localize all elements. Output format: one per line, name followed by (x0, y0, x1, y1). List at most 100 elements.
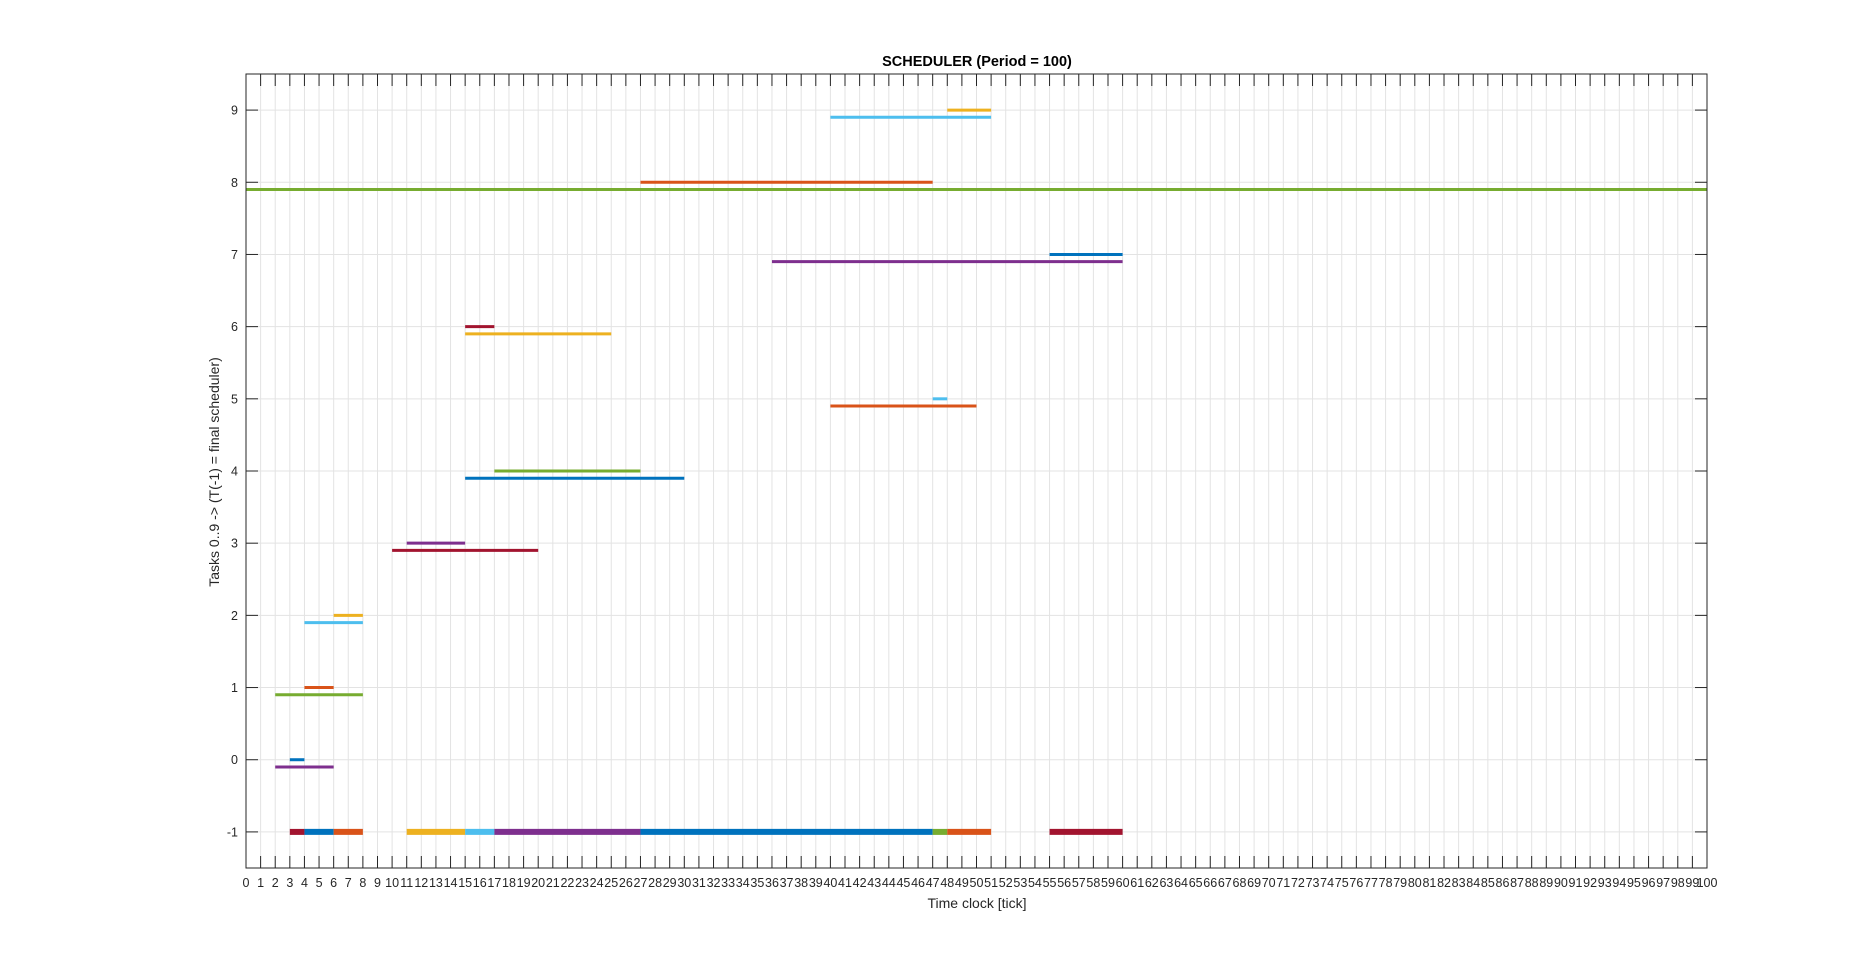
x-tick-label: 25 (604, 876, 618, 890)
x-tick-label: 6 (330, 876, 337, 890)
x-tick-label: 51 (984, 876, 998, 890)
x-tick-label: 45 (896, 876, 910, 890)
x-tick-label: 88 (1525, 876, 1539, 890)
x-tick-label: 80 (1408, 876, 1422, 890)
x-tick-label: 92 (1583, 876, 1597, 890)
x-tick-label: 87 (1510, 876, 1524, 890)
x-tick-label: 47 (926, 876, 940, 890)
x-tick-label: 19 (517, 876, 531, 890)
x-tick-label: 89 (1539, 876, 1553, 890)
x-tick-label: 17 (487, 876, 501, 890)
x-tick-label: 91 (1569, 876, 1583, 890)
x-tick-labels: 0 1 2 3 4 5 6 7 8 9 10 11 12 13 14 15 16 17 18 19 20 21 22 23 24… (243, 876, 1718, 890)
y-tick-label: 1 (231, 681, 238, 695)
x-tick-label: 37 (780, 876, 794, 890)
x-tick-label: 40 (823, 876, 837, 890)
y-tick-labels: -1 0 1 2 3 4 5 6 7 8 9 (227, 104, 238, 840)
x-tick-label: 35 (750, 876, 764, 890)
x-tick-label: 26 (619, 876, 633, 890)
x-tick-label: 36 (765, 876, 779, 890)
x-tick-label: 41 (838, 876, 852, 890)
x-tick-label: 82 (1437, 876, 1451, 890)
x-tick-label: 69 (1247, 876, 1261, 890)
x-tick-label: 1 (257, 876, 264, 890)
x-tick-label: 8 (359, 876, 366, 890)
x-tick-label: 75 (1335, 876, 1349, 890)
y-tick-label: -1 (227, 825, 238, 839)
x-tick-label: 16 (473, 876, 487, 890)
x-tick-label: 11 (400, 876, 413, 890)
y-tick-label: 4 (231, 465, 238, 479)
x-tick-label: 60 (1116, 876, 1130, 890)
x-tick-label: 23 (575, 876, 589, 890)
x-tick-label: 76 (1349, 876, 1363, 890)
x-tick-label: 46 (911, 876, 925, 890)
x-tick-label: 95 (1627, 876, 1641, 890)
chart-title: SCHEDULER (Period = 100) (882, 54, 1072, 70)
x-tick-label: 43 (867, 876, 881, 890)
x-tick-label: 55 (1043, 876, 1057, 890)
x-tick-label: 86 (1496, 876, 1510, 890)
grid-lines (245, 74, 1708, 868)
x-tick-label: 3 (286, 876, 293, 890)
x-tick-label: 2 (272, 876, 279, 890)
y-tick-label: 2 (231, 609, 238, 623)
x-tick-label: 20 (531, 876, 545, 890)
x-tick-label: 70 (1262, 876, 1276, 890)
x-tick-label: 57 (1072, 876, 1086, 890)
x-tick-label: 63 (1159, 876, 1173, 890)
x-tick-label: 98 (1671, 876, 1685, 890)
x-tick-label: 5 (316, 876, 323, 890)
x-tick-label: 72 (1291, 876, 1305, 890)
x-tick-label: 90 (1554, 876, 1568, 890)
x-tick-label: 39 (809, 876, 823, 890)
x-tick-label: 32 (707, 876, 721, 890)
x-tick-label: 27 (634, 876, 648, 890)
x-tick-label: 4 (301, 876, 308, 890)
x-tick-label: 99 (1685, 876, 1699, 890)
x-tick-label: 50 (970, 876, 984, 890)
x-tick-label: 77 (1364, 876, 1378, 890)
x-tick-label: 79 (1393, 876, 1407, 890)
x-tick-label: 33 (721, 876, 735, 890)
x-tick-label: 83 (1452, 876, 1466, 890)
x-tick-label: 66 (1203, 876, 1217, 890)
x-tick-label: 15 (458, 876, 472, 890)
y-tick-label: 9 (231, 104, 238, 118)
x-tick-label: 9 (374, 876, 381, 890)
x-tick-label: 85 (1481, 876, 1495, 890)
y-tick-label: 3 (231, 537, 238, 551)
x-tick-label: 59 (1101, 876, 1115, 890)
x-tick-label: 24 (590, 876, 604, 890)
x-tick-label: 67 (1218, 876, 1232, 890)
x-tick-label: 73 (1306, 876, 1320, 890)
x-tick-label: 81 (1422, 876, 1436, 890)
y-tick-label: 0 (231, 753, 238, 767)
y-tick-label: 6 (231, 320, 238, 334)
y-tick-label: 7 (231, 248, 238, 262)
x-tick-label: 97 (1656, 876, 1670, 890)
x-tick-label: 100 (1697, 876, 1718, 890)
x-tick-label: 10 (385, 876, 399, 890)
x-tick-label: 71 (1276, 876, 1290, 890)
x-tick-label: 42 (853, 876, 867, 890)
x-tick-label: 28 (648, 876, 662, 890)
y-tick-label: 5 (231, 392, 238, 406)
x-tick-label: 65 (1189, 876, 1203, 890)
plot-frame (245, 73, 1708, 869)
x-tick-label: 53 (1013, 876, 1027, 890)
y-tick-label: 8 (231, 176, 238, 190)
x-tick-label: 13 (429, 876, 443, 890)
x-tick-label: 29 (663, 876, 677, 890)
x-tick-label: 84 (1466, 876, 1480, 890)
x-tick-label: 14 (444, 876, 458, 890)
x-tick-label: 21 (546, 876, 560, 890)
x-tick-label: 7 (345, 876, 352, 890)
x-tick-label: 30 (677, 876, 691, 890)
task-segments (246, 108, 1707, 769)
x-tick-label: 61 (1130, 876, 1144, 890)
x-tick-label: 31 (692, 876, 706, 890)
x-tick-label: 64 (1174, 876, 1188, 890)
x-tick-label: 68 (1233, 876, 1247, 890)
